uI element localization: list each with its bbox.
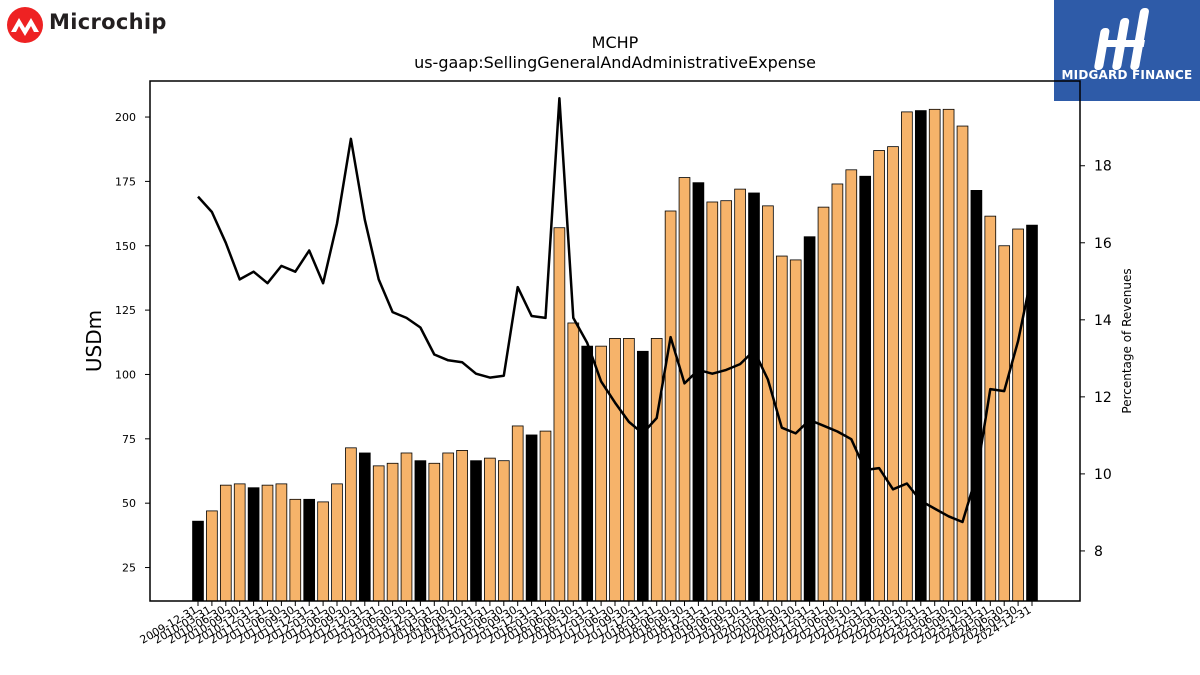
- bar-2014-06-30: [442, 452, 455, 602]
- y2-tick-label: 14: [1094, 313, 1112, 329]
- bar-2019-03-31: [706, 201, 719, 602]
- midgard-logo-icon: [1094, 8, 1149, 70]
- midgard-brand-text: MIDGARD FINANCE: [1061, 68, 1193, 82]
- bar-2023-12-31: [970, 190, 983, 602]
- percentage-line: [197, 97, 1034, 524]
- bar-2024-09-30: [1012, 228, 1024, 602]
- y-tick-label: 50: [122, 497, 136, 510]
- bar-2021-03-31: [817, 206, 830, 602]
- bar-2024-06-30: [998, 245, 1011, 602]
- bar-series: [192, 108, 1038, 602]
- microchip-brand-text: Microchip: [49, 10, 167, 34]
- bar-2020-03-31: [762, 205, 774, 602]
- bar-2022-12-31: [914, 110, 927, 602]
- bar-2010-06-30: [219, 484, 232, 602]
- bar-2013-12-31: [414, 460, 427, 602]
- bar-2018-09-30: [678, 177, 691, 602]
- bar-2019-06-30: [720, 200, 733, 602]
- bar-2016-09-30: [567, 322, 580, 602]
- chart-subtitle: us-gaap:SellingGeneralAndAdministrativeE…: [414, 53, 816, 72]
- bar-2011-12-31: [303, 498, 316, 602]
- bar-2013-03-31: [372, 465, 385, 602]
- bar-2022-03-31: [873, 150, 885, 602]
- y-tick-label: 25: [122, 562, 136, 575]
- y-tick-label: 75: [122, 433, 136, 446]
- bar-2016-03-31: [539, 430, 552, 602]
- bar-2018-03-31: [650, 338, 663, 602]
- bar-2013-06-30: [386, 462, 399, 602]
- y2-tick-label: 10: [1094, 467, 1112, 483]
- microchip-logo-icon: [7, 7, 43, 43]
- y-tick-label: 125: [115, 304, 136, 317]
- bar-2016-12-31: [581, 345, 594, 602]
- bar-2010-09-30: [233, 483, 246, 602]
- bar-2017-06-30: [609, 338, 621, 602]
- bar-2018-06-30: [664, 210, 677, 602]
- bar-2021-12-31: [859, 175, 872, 602]
- microchip-logo: Microchip: [5, 5, 175, 45]
- y-tick-label: 150: [115, 240, 136, 253]
- x-axis: 2009-12-312010-03-312010-06-302010-09-30…: [138, 601, 1034, 647]
- y2-tick-label: 12: [1094, 390, 1112, 406]
- bar-2014-12-31: [470, 460, 482, 602]
- bar-2023-06-30: [942, 108, 955, 602]
- y2-tick-label: 18: [1094, 159, 1112, 175]
- bar-2019-12-31: [748, 192, 760, 602]
- y2-tick-label: 8: [1094, 544, 1103, 560]
- bar-2023-03-31: [928, 108, 941, 602]
- bar-2017-09-30: [623, 338, 635, 602]
- bar-2009-12-31: [192, 520, 204, 602]
- left-y-axis: 25 50 75 100 125 150 175 200: [115, 111, 150, 575]
- midgard-finance-logo: MIDGARD FINANCE: [1054, 0, 1200, 101]
- bar-2015-09-30: [511, 425, 524, 602]
- bar-2022-09-30: [901, 111, 913, 602]
- bar-2011-06-30: [275, 483, 288, 602]
- bar-2013-09-30: [400, 452, 413, 602]
- bar-2011-03-31: [261, 484, 274, 602]
- y2-axis-label: Percentage of Revenues: [1120, 268, 1134, 413]
- bar-2021-06-30: [831, 183, 844, 602]
- bar-2014-03-31: [428, 462, 441, 602]
- bar-2024-12-31: [1026, 224, 1038, 602]
- bar-2012-12-31: [358, 452, 371, 602]
- bar-2010-03-31: [206, 510, 218, 602]
- bar-2010-12-31: [247, 487, 260, 602]
- bar-2023-09-30: [956, 125, 969, 602]
- y-tick-label: 100: [115, 368, 136, 381]
- y-tick-label: 200: [115, 111, 136, 124]
- bar-2021-09-30: [845, 169, 858, 602]
- bar-2011-09-30: [289, 498, 302, 602]
- bar-2022-06-30: [887, 146, 899, 602]
- bar-2014-09-30: [456, 450, 468, 602]
- bar-2012-09-30: [345, 447, 357, 602]
- bar-2017-03-31: [595, 345, 607, 602]
- bar-2016-06-30: [553, 227, 566, 602]
- bar-2019-09-30: [734, 188, 746, 602]
- bar-2012-06-30: [331, 483, 343, 602]
- bar-2017-12-31: [636, 350, 649, 602]
- bar-2015-03-31: [484, 457, 496, 602]
- bar-2012-03-31: [317, 501, 329, 602]
- y-tick-label: 175: [115, 175, 136, 188]
- right-y-axis: 8 10 12 14 16 18: [1080, 159, 1112, 560]
- bar-2015-06-30: [497, 460, 510, 602]
- percentage-line-series: [197, 97, 1034, 524]
- bar-2018-12-31: [692, 182, 705, 602]
- bar-2015-12-31: [525, 434, 538, 602]
- y2-tick-label: 16: [1094, 236, 1112, 252]
- y-axis-label: USDm: [82, 310, 106, 372]
- chart-title: MCHP: [592, 33, 639, 52]
